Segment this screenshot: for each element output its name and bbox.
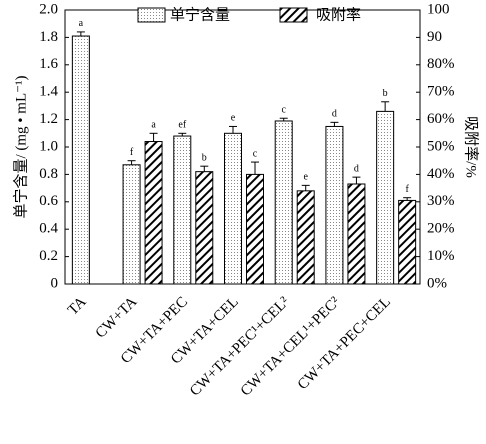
- significance-letter: a: [79, 18, 84, 29]
- y-tick-label: 0: [51, 275, 59, 291]
- legend-label: 吸附率: [316, 6, 361, 23]
- significance-letter: e: [303, 172, 308, 183]
- bar: [195, 171, 214, 285]
- bar: [224, 132, 242, 285]
- y2-tick-label: 10%: [427, 248, 455, 264]
- y-tick-label: 1.2: [39, 111, 58, 127]
- y2-tick-label: 40%: [427, 166, 455, 182]
- significance-letter: c: [253, 148, 258, 159]
- y2-tick-label: 60%: [427, 111, 455, 127]
- y-axis-label: 单宁含量/ (mg • mL⁻¹): [12, 75, 29, 218]
- y-tick-label: 0.4: [39, 221, 58, 237]
- error-bar: [352, 176, 361, 184]
- error-bar: [330, 121, 339, 127]
- x-tick-label: CW+TA: [93, 294, 141, 342]
- bar: [246, 173, 264, 285]
- significance-letter: b: [383, 88, 388, 99]
- y2-axis-label: 吸附率/%: [463, 116, 480, 178]
- y2-tick-label: 50%: [427, 138, 455, 154]
- x-tick-label: CW+TA+CEL¹+PEC²: [238, 294, 344, 400]
- bar: [122, 164, 141, 285]
- significance-letter: f: [405, 184, 409, 195]
- error-bar: [403, 197, 412, 201]
- error-bar: [200, 165, 209, 172]
- error-bar: [229, 125, 237, 134]
- significance-letter: e: [231, 113, 236, 124]
- error-bar: [127, 160, 136, 165]
- bar: [347, 183, 366, 285]
- legend-swatch: [279, 7, 308, 23]
- significance-letter: ef: [178, 120, 186, 131]
- bar: [173, 135, 192, 285]
- y2-tick-label: 80%: [427, 56, 455, 72]
- significance-letter: c: [281, 105, 286, 116]
- bar: [71, 35, 90, 285]
- bar: [274, 120, 293, 285]
- error-bar: [381, 101, 390, 112]
- significance-letter: a: [151, 120, 156, 131]
- bar: [296, 190, 315, 285]
- y-tick-label: 1.8: [39, 29, 58, 45]
- x-tick-label: CW+TA+PEC¹+CEL²: [187, 294, 293, 400]
- y-tick-label: 1.4: [39, 84, 58, 100]
- legend-swatch: [137, 7, 166, 23]
- y-tick-label: 0.8: [39, 166, 58, 182]
- y-tick-label: 2.0: [39, 1, 58, 17]
- legend-label: 单宁含量: [170, 6, 230, 23]
- bar: [398, 199, 417, 285]
- significance-letter: b: [202, 152, 207, 163]
- x-tick-label: TA: [65, 294, 90, 319]
- significance-letter: f: [130, 147, 134, 158]
- y-tick-label: 1.0: [39, 138, 58, 154]
- error-bar: [149, 132, 158, 142]
- bar: [144, 141, 163, 285]
- error-bar: [178, 132, 187, 137]
- bar: [376, 110, 395, 285]
- y2-tick-label: 0%: [427, 275, 447, 291]
- y2-tick-label: 70%: [427, 84, 455, 100]
- error-bar: [251, 161, 259, 175]
- y-tick-label: 0.6: [39, 193, 58, 209]
- y-tick-label: 0.2: [39, 248, 58, 264]
- error-bar: [76, 31, 85, 37]
- significance-letter: d: [354, 163, 359, 174]
- y-tick-label: 1.6: [39, 56, 58, 72]
- y2-tick-label: 20%: [427, 221, 455, 237]
- plot-frame: [64, 9, 421, 285]
- y2-tick-label: 30%: [427, 193, 455, 209]
- error-bar: [279, 117, 288, 121]
- error-bar: [301, 184, 310, 191]
- y2-tick-label: 90: [427, 29, 442, 45]
- bar: [325, 125, 344, 285]
- y2-tick-label: 100: [427, 1, 450, 17]
- significance-letter: d: [332, 109, 337, 120]
- x-tick-label: CW+TA+PEC+CEL: [295, 294, 394, 393]
